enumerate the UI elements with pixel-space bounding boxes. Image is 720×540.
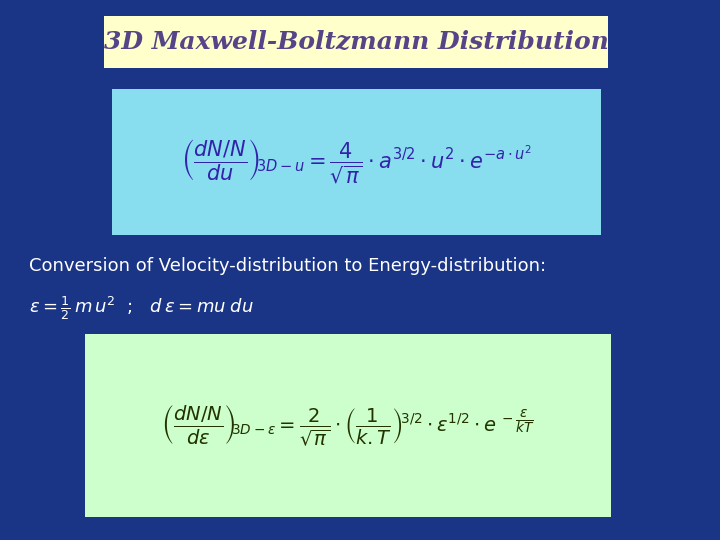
- FancyBboxPatch shape: [104, 16, 608, 68]
- Text: $\varepsilon = \frac{1}{2}\, m\, u^2$  ;   $d\,\varepsilon = mu\; du$: $\varepsilon = \frac{1}{2}\, m\, u^2$ ; …: [29, 294, 253, 322]
- Text: 3D Maxwell-Boltzmann Distribution: 3D Maxwell-Boltzmann Distribution: [104, 30, 609, 54]
- Text: $\left(\dfrac{dN/N}{du}\right)_{\!\!3D-u}= \dfrac{4}{\sqrt{\pi}}\cdot a^{3/2}\cd: $\left(\dfrac{dN/N}{du}\right)_{\!\!3D-u…: [181, 138, 532, 186]
- Text: $\left(\dfrac{dN/N}{d\varepsilon}\right)_{\!\!3D-\varepsilon}= \dfrac{2}{\sqrt{\: $\left(\dfrac{dN/N}{d\varepsilon}\right)…: [161, 403, 534, 448]
- FancyBboxPatch shape: [85, 334, 611, 517]
- Text: Conversion of Velocity-distribution to Energy-distribution:: Conversion of Velocity-distribution to E…: [29, 256, 546, 275]
- FancyBboxPatch shape: [112, 89, 601, 235]
